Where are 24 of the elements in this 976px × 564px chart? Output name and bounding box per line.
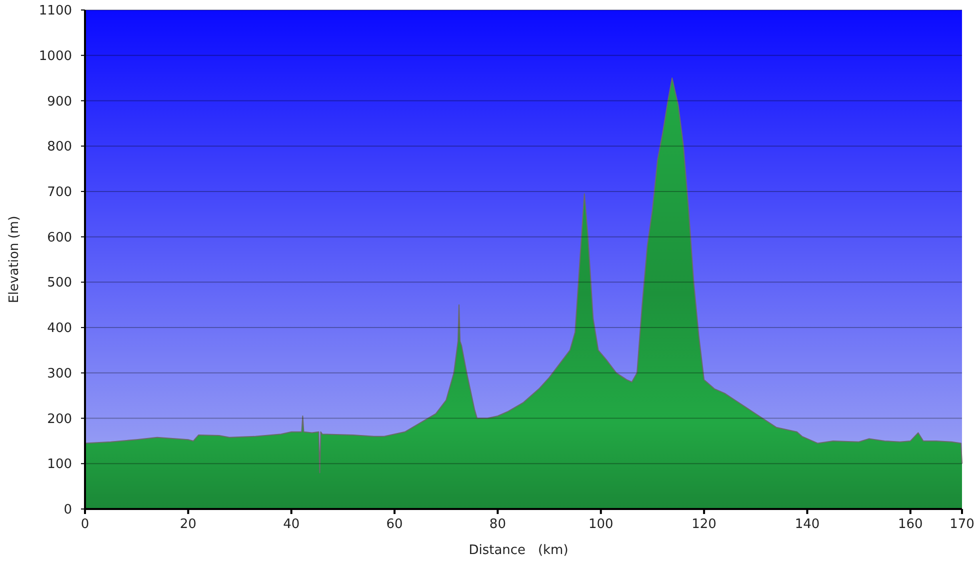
y-tick-label: 500 [47,276,72,291]
x-tick-label: 100 [588,517,614,532]
x-tick-label: 0 [80,517,90,532]
x-tick-label: 20 [180,517,196,532]
y-tick-label: 1100 [38,4,72,19]
y-tick-label: 600 [47,230,72,246]
x-tick-label: 160 [898,517,923,532]
y-tick-label: 900 [47,94,72,110]
y-tick-label: 1000 [38,48,72,64]
x-tick-label: 170 [950,517,974,532]
x-tick-label: 40 [283,517,300,532]
y-tick-label: 400 [47,321,72,336]
y-tick-label: 100 [47,457,72,472]
x-tick-label: 60 [386,517,403,532]
x-tick-label: 80 [489,517,506,532]
x-tick-label: 120 [692,517,716,532]
x-tick-label: 140 [794,517,820,532]
y-tick-label: 300 [47,366,72,382]
x-axis-title: Distance (km) [468,543,568,558]
y-tick-label: 200 [47,412,72,427]
y-axis-title: Elevation (m) [7,216,22,304]
y-tick-label: 0 [64,502,72,518]
y-tick-label: 700 [47,185,72,200]
y-tick-label: 800 [47,140,72,155]
